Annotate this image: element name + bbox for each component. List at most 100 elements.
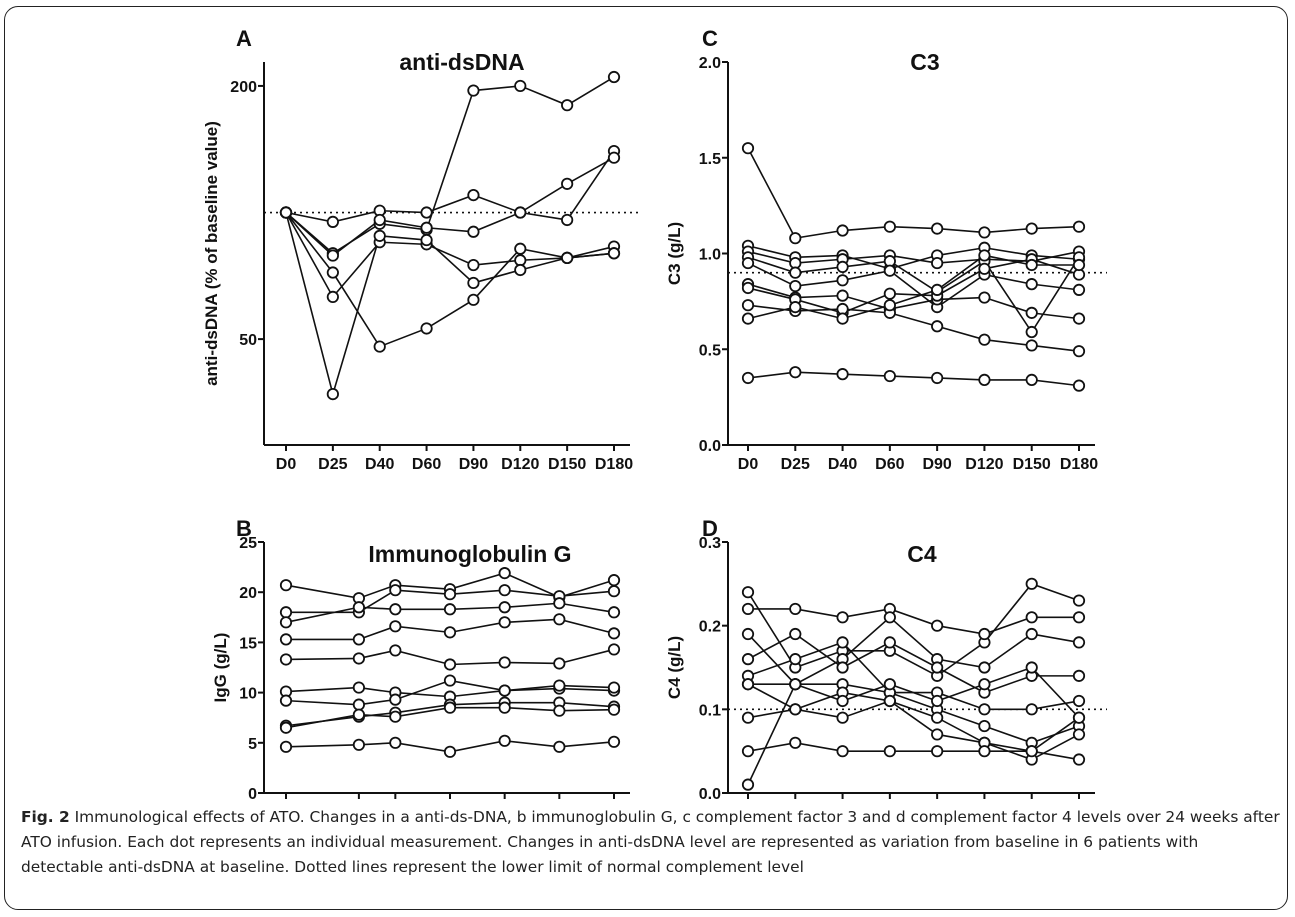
data-point (326, 215, 339, 228)
series-line (747, 254, 1079, 320)
data-point (514, 263, 527, 277)
data-point (514, 79, 527, 93)
data-point (389, 620, 402, 633)
data-point (352, 708, 365, 721)
panel-title: C4 (907, 541, 937, 567)
data-point (443, 745, 457, 758)
data-point (789, 602, 802, 616)
data-point (1072, 220, 1086, 233)
data-point (1072, 611, 1086, 624)
data-point (498, 616, 511, 629)
data-point (883, 694, 896, 708)
y-tick-label: 25 (239, 535, 257, 552)
data-point (607, 627, 621, 640)
data-point (836, 711, 849, 724)
data-point (326, 249, 339, 262)
data-point (389, 736, 402, 749)
data-point (443, 674, 457, 687)
data-point (1025, 278, 1038, 291)
x-tick-label: D25 (781, 456, 810, 473)
data-point (1072, 345, 1086, 358)
data-point (279, 616, 293, 629)
y-tick-label: 15 (239, 635, 257, 652)
data-point (498, 701, 511, 714)
series-line (285, 76, 615, 255)
series-line (747, 256, 1080, 334)
data-point (443, 588, 457, 601)
series-line (747, 633, 1079, 694)
data-point (1025, 611, 1038, 624)
y-tick-label: 1.0 (699, 247, 721, 264)
data-point (789, 736, 802, 749)
data-point (836, 368, 849, 381)
data-point (607, 643, 621, 656)
data-point (607, 151, 621, 164)
data-point (741, 142, 755, 155)
data-point (553, 613, 566, 626)
data-point (789, 627, 802, 641)
y-tick-label: 0.1 (699, 702, 721, 719)
data-point (931, 283, 944, 296)
data-point (1025, 745, 1038, 758)
panel-letter: C (702, 26, 718, 51)
y-tick-label: 10 (239, 686, 257, 703)
series-line (285, 150, 615, 223)
data-point (741, 371, 755, 385)
data-point (836, 274, 849, 287)
series-line (747, 147, 1080, 240)
data-point (741, 299, 755, 312)
x-tick-label: D150 (1013, 456, 1051, 473)
data-point (789, 653, 802, 666)
y-tick-label: 0.0 (699, 438, 721, 455)
data-point (883, 745, 896, 758)
series-line (285, 157, 615, 257)
y-axis-label: C3 (g/L) (665, 222, 684, 285)
y-tick-label: 0 (248, 786, 257, 800)
data-point (561, 177, 574, 190)
series-line (747, 582, 1080, 677)
data-point (279, 694, 293, 707)
data-point (1025, 703, 1038, 716)
x-tick-label: D150 (548, 456, 586, 473)
data-point (561, 99, 574, 112)
data-point (741, 627, 755, 641)
data-point (352, 652, 365, 665)
data-point (498, 584, 511, 597)
x-tick-label: D60 (875, 456, 904, 473)
panel-title: Immunoglobulin G (368, 541, 571, 567)
data-point (352, 633, 365, 646)
data-point (467, 225, 480, 238)
data-point (883, 299, 896, 312)
data-point (279, 579, 293, 592)
data-point (931, 371, 944, 385)
x-tick-label: D90 (922, 456, 951, 473)
series-line (747, 616, 1080, 686)
data-point (741, 711, 755, 724)
data-point (1072, 728, 1086, 741)
x-tick-label: D180 (595, 456, 633, 473)
data-point (326, 290, 339, 304)
data-point (373, 229, 386, 242)
data-point (1025, 661, 1038, 674)
x-tick-label: D120 (965, 456, 1003, 473)
data-point (1025, 627, 1038, 641)
data-point (931, 694, 944, 708)
data-point (326, 387, 339, 401)
data-point (836, 636, 849, 649)
data-point (789, 266, 802, 279)
data-point (1025, 373, 1038, 386)
data-point (836, 661, 849, 674)
data-point (836, 611, 849, 624)
data-point (789, 279, 802, 293)
series-line (285, 212, 615, 398)
data-point (443, 658, 457, 671)
y-tick-label: 0.2 (699, 619, 721, 636)
data-point (978, 249, 991, 262)
data-point (443, 603, 457, 616)
data-point (389, 710, 402, 723)
data-point (931, 745, 944, 758)
panel-letter: A (236, 26, 252, 51)
y-tick-label: 1.5 (699, 151, 721, 168)
data-point (467, 189, 480, 202)
